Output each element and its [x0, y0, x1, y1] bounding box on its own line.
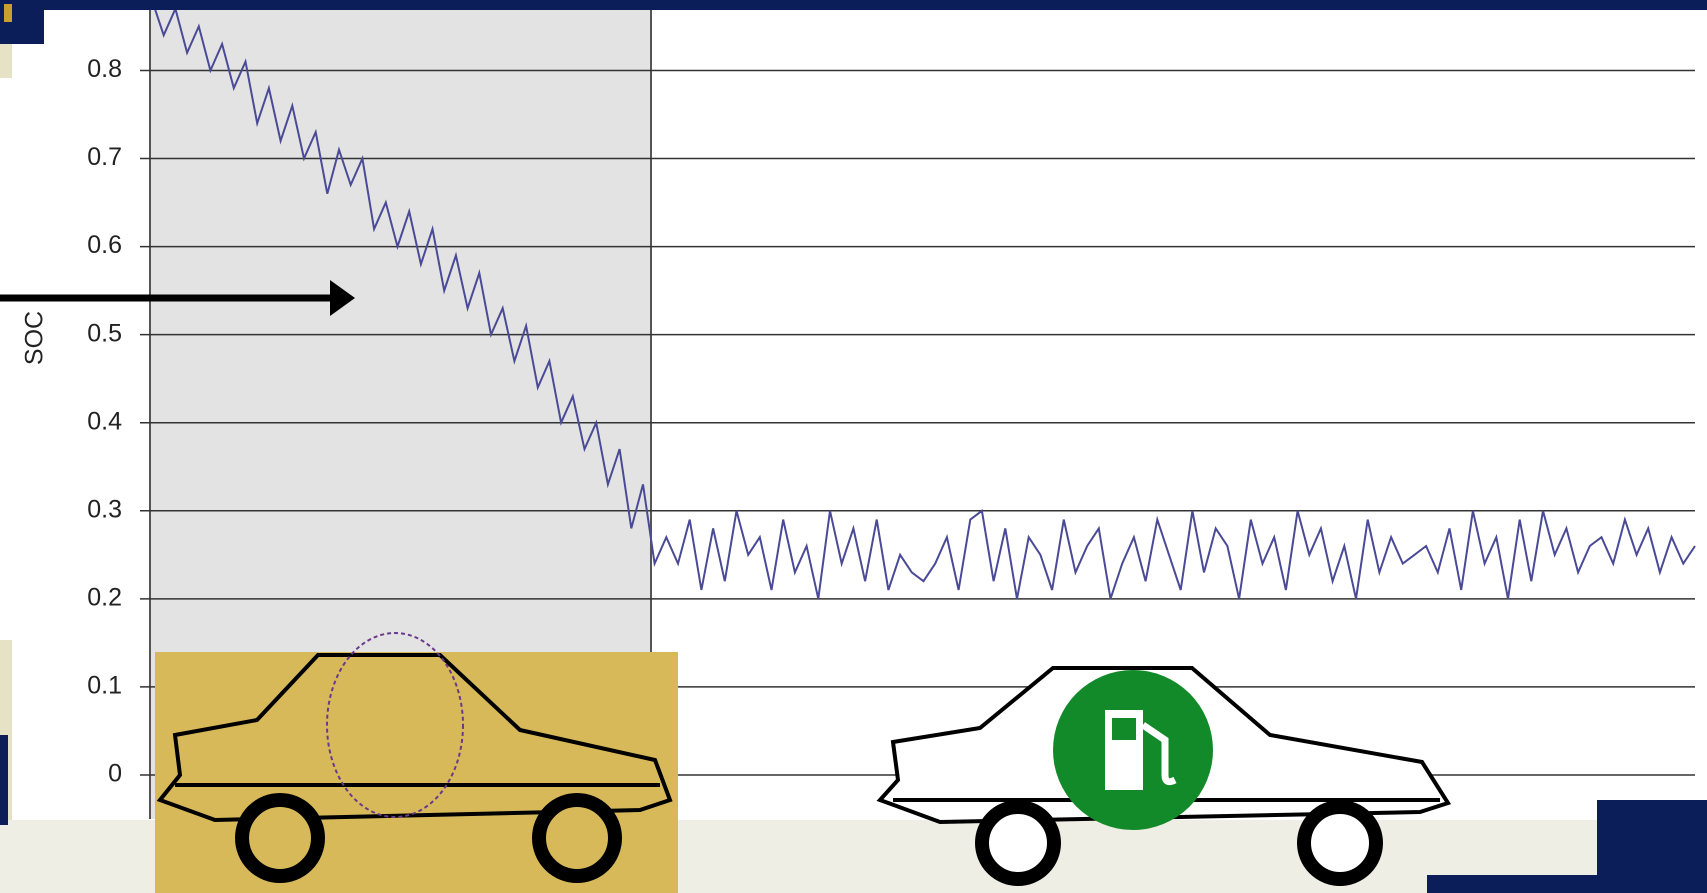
y-tick-label: 0.2: [87, 583, 122, 611]
y-tick-label: 0.8: [87, 55, 122, 83]
chart: SOC 0 0.1 0.2 0.3 0.4 0.5 0.6 0.7 0.8: [0, 0, 1707, 893]
top-bar: [0, 0, 1707, 10]
y-tick-label: 0.4: [87, 407, 122, 435]
page: {"chart_data": {"type": "line", "y_label…: [0, 0, 1707, 893]
y-tick-label: 0.1: [87, 672, 122, 700]
y-tick-label: 0.6: [87, 231, 122, 259]
y-tick-label: 0: [108, 760, 122, 788]
y-tick-label: 0.3: [87, 495, 122, 523]
y-axis-label: SOC: [21, 311, 49, 365]
y-tick-label: 0.5: [87, 319, 122, 347]
y-tick-label: 0.7: [87, 143, 122, 171]
corner-block: [1597, 800, 1707, 893]
corner-bar: [1427, 875, 1607, 893]
side-block: [0, 735, 8, 825]
fuel-pump-window: [1112, 718, 1136, 740]
top-accent: [4, 4, 12, 22]
